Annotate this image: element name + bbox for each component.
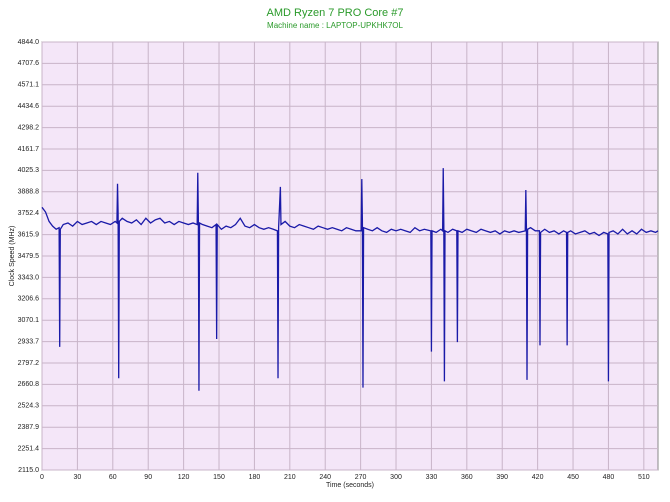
- x-tick-label: 150: [213, 474, 225, 481]
- y-tick-label: 4298.2: [18, 124, 40, 131]
- x-tick-label: 330: [426, 474, 438, 481]
- y-tick-label: 4571.1: [18, 82, 40, 89]
- x-tick-label: 210: [284, 474, 296, 481]
- x-tick-label: 480: [603, 474, 615, 481]
- x-tick-label: 510: [638, 474, 650, 481]
- x-tick-label: 30: [74, 474, 82, 481]
- y-tick-label: 2933.7: [18, 338, 40, 345]
- y-tick-label: 2660.8: [18, 381, 40, 388]
- y-tick-label: 4707.6: [18, 60, 40, 67]
- y-tick-label: 3615.9: [18, 231, 40, 238]
- y-axis-label: Clock Speed (MHz): [9, 226, 16, 287]
- x-tick-label: 90: [144, 474, 152, 481]
- y-tick-label: 2797.2: [18, 360, 40, 367]
- chart-title: AMD Ryzen 7 PRO Core #7: [267, 7, 404, 19]
- y-tick-label: 4161.7: [18, 146, 40, 153]
- x-tick-label: 450: [567, 474, 579, 481]
- x-axis-label: Time (seconds): [326, 482, 374, 489]
- x-tick-label: 120: [178, 474, 190, 481]
- x-tick-label: 300: [390, 474, 402, 481]
- y-tick-label: 4844.0: [18, 39, 40, 46]
- y-tick-label: 4025.3: [18, 167, 40, 174]
- chart-subtitle: Machine name : LAPTOP-UPKHK7OL: [267, 21, 403, 30]
- x-tick-label: 0: [40, 474, 44, 481]
- y-tick-label: 3752.4: [18, 210, 40, 217]
- x-tick-label: 60: [109, 474, 117, 481]
- y-tick-label: 3206.6: [18, 296, 40, 303]
- x-tick-label: 420: [532, 474, 544, 481]
- x-tick-label: 270: [355, 474, 367, 481]
- y-tick-label: 2251.4: [18, 445, 40, 452]
- y-tick-label: 4434.6: [18, 103, 40, 110]
- y-tick-label: 2115.0: [18, 467, 39, 474]
- x-tick-label: 360: [461, 474, 473, 481]
- y-tick-label: 3343.0: [18, 274, 40, 281]
- x-tick-label: 240: [319, 474, 331, 481]
- y-tick-label: 2524.3: [18, 403, 40, 410]
- data-line: [41, 168, 659, 391]
- y-tick-label: 3070.1: [18, 317, 40, 324]
- y-tick-label: 3479.5: [18, 253, 40, 260]
- x-tick-label: 180: [249, 474, 261, 481]
- x-tick-label: 390: [496, 474, 508, 481]
- y-tick-label: 3888.8: [18, 189, 40, 196]
- y-tick-label: 2387.9: [18, 424, 40, 431]
